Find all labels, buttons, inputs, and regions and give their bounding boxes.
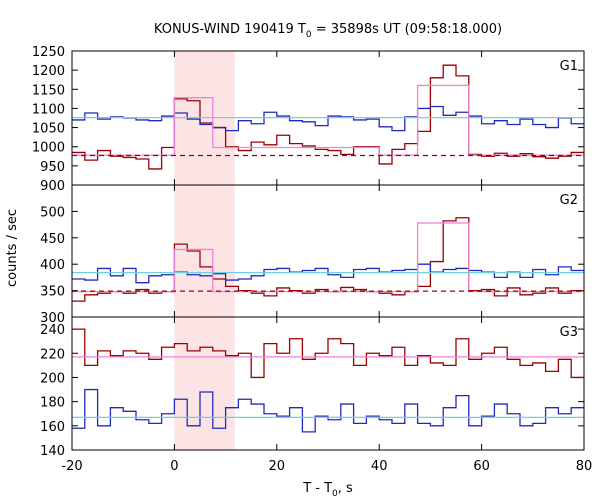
g3-y-tick-label: 200 (40, 371, 65, 386)
g2-y-tick-label: 450 (40, 232, 65, 247)
g2-panel-label: G2 (560, 193, 578, 208)
g2-y-tick-label: 300 (40, 311, 65, 326)
g2-highlight-band (174, 185, 235, 317)
g1-blue-lightcurve (72, 105, 584, 132)
g1-y-tick-label: 1000 (32, 141, 65, 156)
g1-y-tick-label: 900 (40, 179, 65, 194)
g1-y-tick-label: 1050 (32, 122, 65, 137)
g2-y-tick-label: 350 (40, 285, 65, 300)
g1-panel-label: G1 (560, 59, 578, 74)
g2-y-tick-label: 500 (40, 205, 65, 220)
x-tick-label: 60 (473, 459, 490, 474)
g3-y-tick-label: 140 (40, 444, 65, 459)
g3-red-lightcurve (72, 328, 584, 379)
g3-y-tick-label: 220 (40, 347, 65, 362)
g3-y-tick-label: 240 (40, 323, 65, 338)
x-tick-label: 40 (371, 459, 388, 474)
y-axis-label: counts / sec (5, 209, 20, 287)
plot-layer: 900 950 1000 1050 1100 1150 1200 1250 G1 300 350 40… (32, 45, 592, 474)
g2-blue-lightcurve (72, 263, 584, 284)
g2-red-lightcurve (72, 217, 584, 302)
g2-y-tick-label: 400 (40, 258, 65, 273)
x-tick-label: 20 (269, 459, 286, 474)
g3-panel-frame (71, 316, 585, 451)
g1-y-tick-label: 1100 (32, 102, 65, 117)
chart-title: KONUS-WIND 190419 T0 = 35898s UT (09:58:… (154, 22, 502, 40)
g1-y-tick-label: 1200 (32, 64, 65, 79)
g3-blue-lightcurve (72, 388, 584, 433)
x-tick-label: 80 (576, 459, 593, 474)
g1-y-tick-label: 1250 (32, 45, 65, 60)
g1-y-tick-label: 1150 (32, 83, 65, 98)
g1-red-lightcurve (72, 64, 584, 170)
g3-panel-label: G3 (560, 325, 578, 340)
x-tick-label: 0 (170, 459, 178, 474)
g2-panel-frame (71, 184, 585, 318)
x-tick-label: -20 (61, 459, 82, 474)
x-axis-label: T - T0, s (302, 481, 353, 499)
g3-y-tick-label: 180 (40, 396, 65, 411)
g3-highlight-band (174, 317, 235, 450)
g3-y-tick-label: 160 (40, 420, 65, 435)
g1-y-tick-label: 950 (40, 160, 65, 175)
